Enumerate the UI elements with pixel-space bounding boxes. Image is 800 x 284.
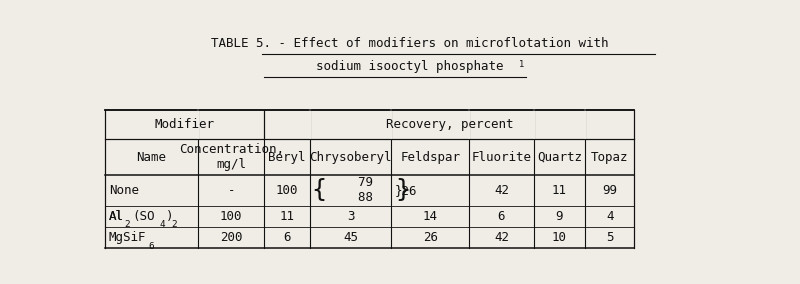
Text: {: {	[311, 178, 326, 202]
Text: MgSiF: MgSiF	[109, 231, 146, 244]
Text: 99: 99	[602, 184, 617, 197]
Text: 2: 2	[171, 220, 177, 229]
Text: Quartz: Quartz	[537, 151, 582, 164]
Text: 4: 4	[159, 220, 165, 229]
Text: 9: 9	[556, 210, 563, 223]
Text: Concentration,
mg/l: Concentration, mg/l	[178, 143, 284, 171]
Text: 42: 42	[494, 231, 509, 244]
Text: 10: 10	[552, 231, 567, 244]
Text: 42: 42	[494, 184, 509, 197]
Text: -: -	[227, 184, 235, 197]
Text: TABLE 5. - Effect of modifiers on microflotation with: TABLE 5. - Effect of modifiers on microf…	[211, 37, 609, 50]
Text: }: }	[395, 178, 410, 202]
Text: 5: 5	[606, 231, 614, 244]
Text: Recovery, percent: Recovery, percent	[386, 118, 513, 131]
Text: 11: 11	[279, 210, 294, 223]
Text: 6: 6	[498, 210, 506, 223]
Text: 6: 6	[283, 231, 290, 244]
Text: 26: 26	[422, 231, 438, 244]
Text: 14: 14	[422, 210, 438, 223]
Text: 200: 200	[220, 231, 242, 244]
Text: 3: 3	[346, 210, 354, 223]
Text: Beryl: Beryl	[268, 151, 306, 164]
Text: None: None	[109, 184, 138, 197]
Text: 11: 11	[552, 184, 567, 197]
Text: }26: }26	[395, 184, 418, 197]
Text: 2: 2	[125, 220, 130, 229]
Text: Feldspar: Feldspar	[400, 151, 460, 164]
Text: 100: 100	[276, 184, 298, 197]
Text: Al: Al	[109, 210, 124, 223]
Text: 79
    88: 79 88	[328, 176, 373, 204]
Text: 1: 1	[518, 60, 524, 69]
Text: Al: Al	[109, 210, 124, 223]
Text: Modifier: Modifier	[154, 118, 214, 131]
Text: Fluorite: Fluorite	[471, 151, 531, 164]
Text: Chrysoberyl: Chrysoberyl	[310, 151, 392, 164]
Text: 100: 100	[220, 210, 242, 223]
Text: (SO: (SO	[132, 210, 154, 223]
Text: sodium isooctyl phosphate: sodium isooctyl phosphate	[316, 60, 504, 73]
Text: 6: 6	[148, 242, 154, 251]
Text: Name: Name	[137, 151, 166, 164]
Text: 45: 45	[343, 231, 358, 244]
Text: Topaz: Topaz	[591, 151, 628, 164]
Text: 4: 4	[606, 210, 614, 223]
Text: ): )	[166, 210, 174, 223]
